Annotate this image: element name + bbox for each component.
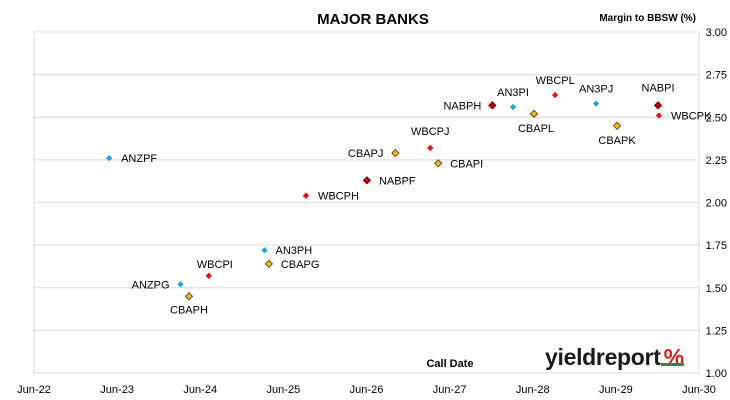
y-tick-label: 2.75 xyxy=(706,70,727,82)
x-tick-label: Jun-24 xyxy=(183,384,217,396)
data-point-nabpf xyxy=(362,176,372,185)
data-points xyxy=(105,91,663,301)
y-axis-label: Margin to BBSW (%) xyxy=(599,13,696,24)
point-label-wbcpj: WBCPJ xyxy=(411,126,450,138)
y-tick-label: 1.00 xyxy=(706,368,727,380)
data-point-cbapi xyxy=(434,159,443,168)
yieldreport-logo: yieldreport% xyxy=(545,344,684,371)
point-label-nabpi: NABPI xyxy=(642,82,675,94)
data-point-an3pj xyxy=(592,100,600,107)
point-label-nabph: NABPH xyxy=(443,100,481,112)
chart-title: MAJOR BANKS xyxy=(317,11,429,28)
x-axis-label: Call Date xyxy=(426,358,473,370)
x-tick-label: Jun-26 xyxy=(350,384,384,396)
data-point-wbcph xyxy=(302,192,310,199)
point-label-cbapl: CBAPL xyxy=(518,123,554,135)
data-point-nabpi xyxy=(653,101,663,110)
data-point-cbapl xyxy=(529,109,539,119)
point-label-anzpg: ANZPG xyxy=(132,279,170,291)
y-tick-label: 1.50 xyxy=(706,283,727,295)
point-label-an3ph: AN3PH xyxy=(276,245,313,257)
point-label-wbcpi: WBCPI xyxy=(197,259,233,271)
y-tick-label: 1.75 xyxy=(706,240,727,252)
data-point-cbapj xyxy=(391,148,400,158)
point-label-an3pi: AN3PI xyxy=(497,87,529,99)
y-tick-label: 2.50 xyxy=(706,112,727,124)
x-tick-label: Jun-25 xyxy=(267,384,301,396)
percent-logo-icon: % xyxy=(660,344,684,371)
data-point-wbcpl xyxy=(552,91,559,99)
x-tick-label: Jun-27 xyxy=(433,384,467,396)
y-tick-label: 1.25 xyxy=(706,325,727,337)
point-label-wbcph: WBCPH xyxy=(318,191,359,203)
data-point-wbcpk xyxy=(655,112,663,119)
y-tick-label: 2.25 xyxy=(706,155,727,167)
x-tick-label: Jun-28 xyxy=(516,384,550,396)
data-point-an3ph xyxy=(261,247,268,254)
point-label-nabpf: NABPF xyxy=(379,175,416,187)
data-point-wbcpj xyxy=(427,144,434,152)
data-point-cbapk xyxy=(612,121,622,130)
y-tick-label: 3.00 xyxy=(706,27,727,39)
data-point-wbcpi xyxy=(205,272,212,279)
point-label-anzpf: ANZPF xyxy=(121,153,157,165)
point-label-cbapj: CBAPJ xyxy=(348,148,383,160)
data-point-an3pi xyxy=(509,103,517,111)
point-labels: ANZPF ANZPG CBAPH WBCPI AN3PH CBAPG WBCPH NABPF… xyxy=(121,75,712,316)
brand-name: yieldreport xyxy=(545,344,661,370)
x-tick-label: Jun-29 xyxy=(599,384,633,396)
data-point-cbapg xyxy=(264,259,274,269)
point-label-an3pj: AN3PJ xyxy=(579,84,613,96)
point-label-wbcpl: WBCPL xyxy=(536,75,575,87)
data-point-anzpg xyxy=(177,281,184,288)
point-label-cbapk: CBAPK xyxy=(598,135,636,147)
y-axis-ticks: 1.00 1.25 1.50 1.75 2.00 2.25 2.50 2.75 3.00 xyxy=(706,27,727,380)
point-label-wbcpk: WBCPK xyxy=(671,111,712,123)
point-label-cbaph: CBAPH xyxy=(170,304,208,316)
data-point-nabph xyxy=(488,101,497,110)
gridlines xyxy=(33,31,700,374)
point-label-cbapi: CBAPI xyxy=(450,158,483,170)
y-tick-label: 2.00 xyxy=(706,198,727,210)
x-tick-label: Jun-23 xyxy=(100,384,134,396)
data-point-cbaph xyxy=(184,292,194,301)
x-tick-label: Jun-30 xyxy=(682,384,716,396)
point-label-cbapg: CBAPG xyxy=(281,259,320,271)
x-axis-ticks: Jun-22 Jun-23 Jun-24 Jun-25 Jun-26 Jun-27 Jun-… xyxy=(17,384,716,396)
x-tick-label: Jun-22 xyxy=(17,384,51,396)
data-point-anzpf xyxy=(105,155,113,162)
